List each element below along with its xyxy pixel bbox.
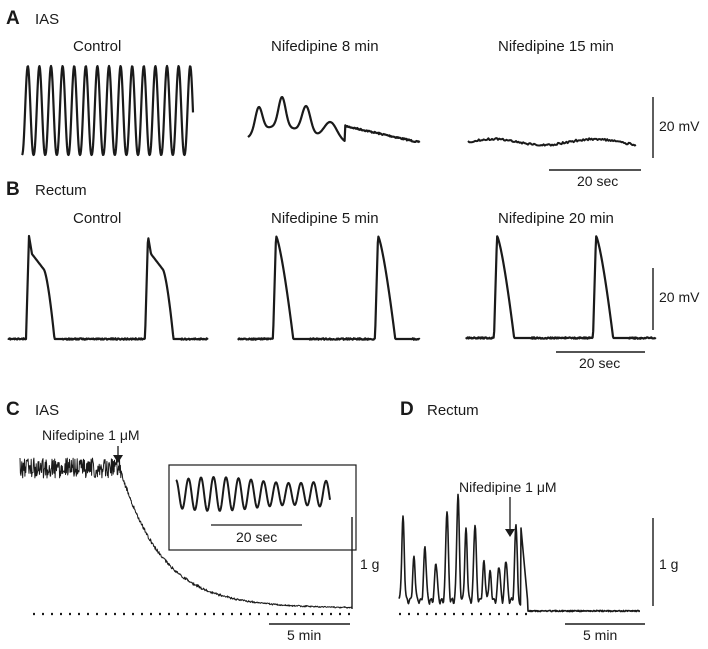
panel-b-control-trace <box>8 236 208 340</box>
panel-a-control-trace <box>22 66 193 155</box>
panel-a-nif8-trace <box>248 97 420 143</box>
panel-c-inset-trace <box>176 477 330 511</box>
panel-a-nif15-trace <box>468 138 636 146</box>
panel-d-arrow-head <box>505 529 515 537</box>
panel-c-contraction-trace <box>20 458 352 608</box>
panel-c-inset-box <box>169 465 356 550</box>
panel-b-nif5-trace <box>238 237 420 340</box>
panel-b-nif20-trace <box>466 236 656 338</box>
panel-d-contraction-trace <box>399 494 640 611</box>
